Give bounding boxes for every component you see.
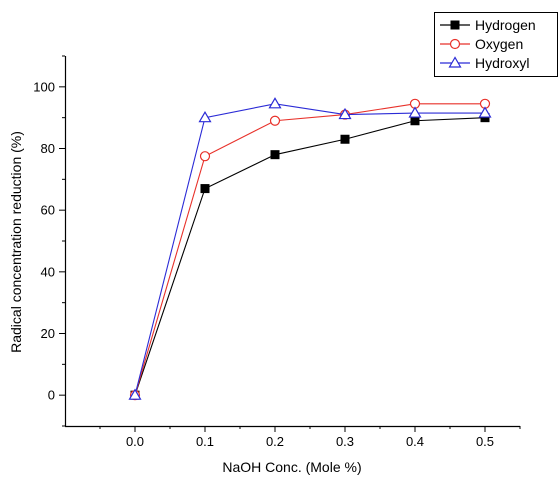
legend-label-hydroxyl: Hydroxyl: [475, 55, 529, 71]
series-hydroxyl: [128, 97, 492, 400]
legend-label-oxygen: Oxygen: [475, 36, 523, 52]
y-tick-label: 0: [48, 388, 55, 403]
series-line-oxygen: [134, 103, 485, 396]
data-point-hydroxyl: [268, 97, 282, 109]
x-tick-label: 0.5: [476, 434, 494, 449]
x-tick-label: 0.2: [266, 434, 284, 449]
data-point-hydrogen: [270, 150, 280, 160]
legend-marker-hydroxyl: [448, 56, 462, 68]
x-tick-label: 0.4: [406, 434, 424, 449]
legend-item-hydrogen: Hydrogen: [440, 17, 536, 33]
data-point-hydrogen: [340, 134, 350, 144]
y-tick-label: 60: [41, 203, 55, 218]
data-point-hydroxyl: [198, 110, 212, 123]
series-line-hydrogen: [134, 117, 486, 396]
legend-label-hydrogen: Hydrogen: [475, 17, 536, 33]
y-tick-label: 80: [41, 141, 55, 156]
x-tick-label: 0.3: [336, 434, 354, 449]
legend-marker-hydrogen: [450, 20, 460, 30]
data-point-hydroxyl: [478, 106, 492, 118]
y-tick-label: 40: [41, 264, 55, 279]
data-point-hydrogen: [410, 116, 420, 126]
legend-marker-oxygen: [449, 38, 461, 50]
y-tick-label: 20: [41, 326, 55, 341]
x-axis-ticks: 0.0 0.1 0.2 0.3 0.4 0.5: [99, 426, 521, 449]
legend-items: Hydrogen Oxygen Hydroxyl: [440, 17, 536, 71]
legend-item-oxygen: Oxygen: [440, 36, 523, 52]
series-hydrogen: [130, 113, 490, 400]
y-axis-title: Radical concentration reduction (%): [8, 131, 24, 353]
series-layer: [128, 97, 492, 401]
y-tick-label: 100: [33, 79, 55, 94]
data-point-hydroxyl: [338, 107, 352, 120]
data-point-hydroxyl: [408, 106, 422, 118]
x-axis-title: NaOH Conc. (Mole %): [222, 459, 361, 475]
data-point-hydroxyl: [128, 388, 142, 400]
x-tick-label: 0.0: [126, 434, 144, 449]
legend: Hydrogen Oxygen Hydroxyl: [434, 12, 558, 77]
legend-item-hydroxyl: Hydroxyl: [440, 55, 529, 71]
series-line-hydroxyl: [134, 103, 485, 396]
data-point-hydrogen: [200, 184, 210, 194]
y-axis-ticks: 0 20 40 60 80 100: [33, 55, 65, 427]
data-point-oxygen: [269, 115, 281, 126]
data-point-oxygen: [199, 151, 211, 162]
x-tick-label: 0.1: [196, 434, 214, 449]
